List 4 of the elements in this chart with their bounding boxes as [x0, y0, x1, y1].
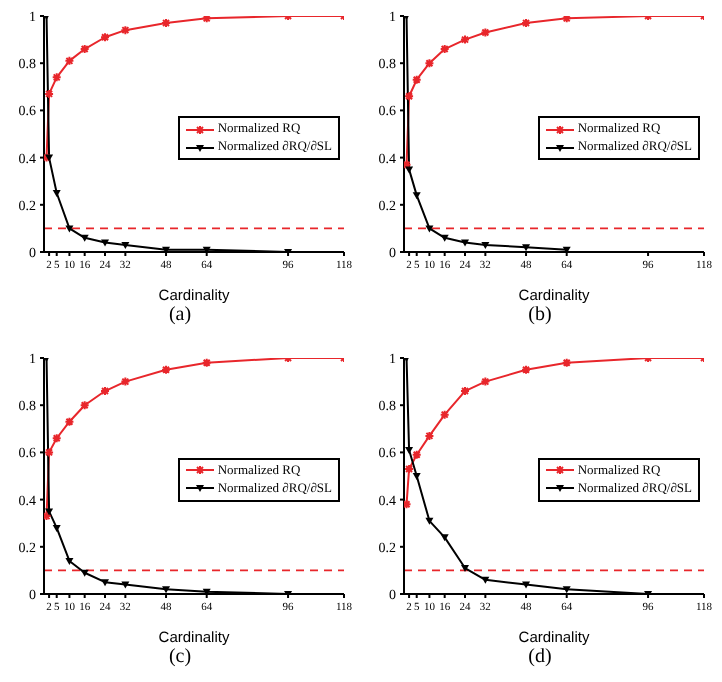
- text: (c): [166, 645, 194, 667]
- text: (a): [166, 304, 194, 326]
- text: (d): [526, 645, 554, 667]
- text: (b): [526, 304, 554, 326]
